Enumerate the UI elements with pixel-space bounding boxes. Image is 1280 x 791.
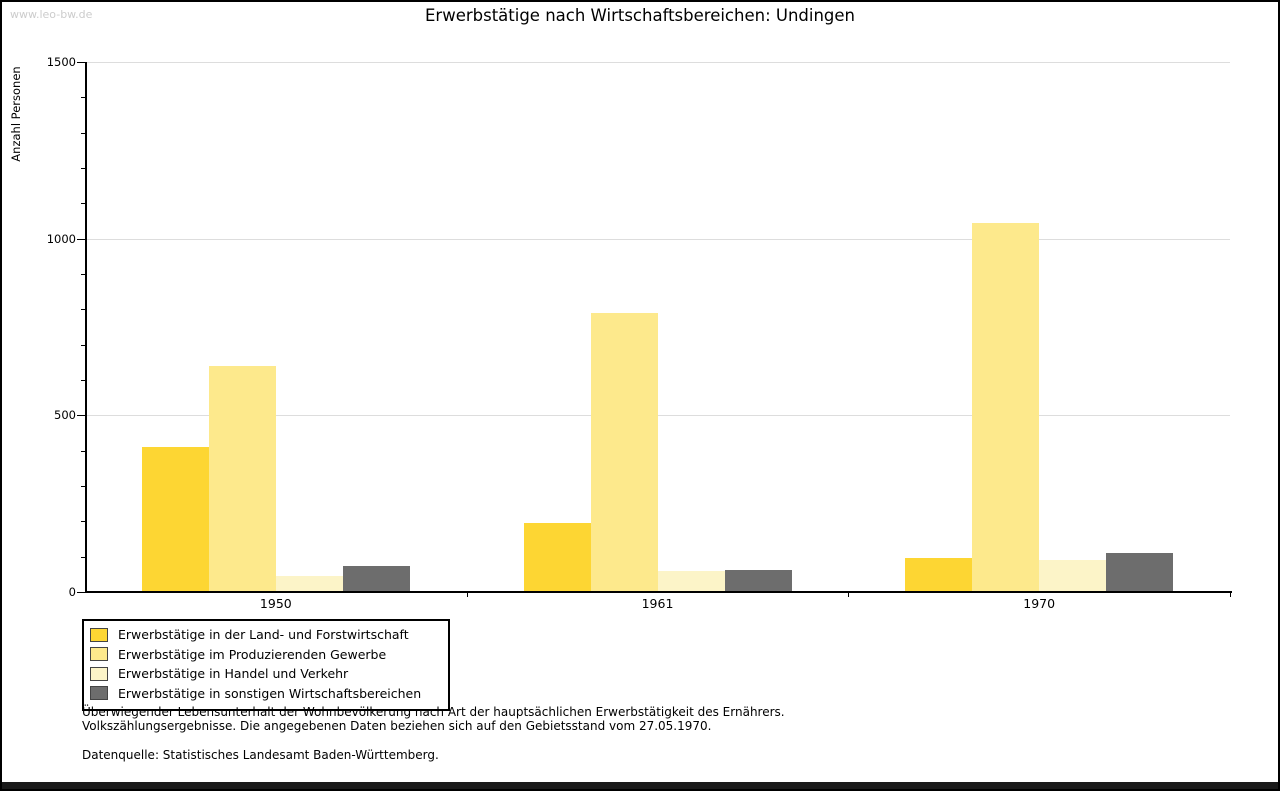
footnote-text: Überwiegender Lebensunterhalt der Wohnbe… bbox=[82, 705, 785, 733]
legend-item-3: Erwerbstätige in Handel und Verkehr bbox=[90, 664, 440, 684]
y-tick-mark-600 bbox=[81, 380, 85, 381]
bar-1950-series3 bbox=[275, 576, 343, 592]
y-tick-mark-100 bbox=[81, 556, 85, 558]
legend-label: Erwerbstätige in der Land- und Forstwirt… bbox=[118, 627, 409, 643]
y-tick-mark-400 bbox=[81, 450, 85, 452]
x-tick-label-1961: 1961 bbox=[641, 596, 674, 611]
y-tick-label-500: 500 bbox=[54, 408, 76, 423]
y-tick-label-0: 0 bbox=[68, 585, 76, 599]
bar-1970-series2 bbox=[972, 222, 1040, 592]
y-tick-mark-200 bbox=[81, 521, 85, 523]
y-tick-mark-1000 bbox=[77, 238, 85, 240]
y-tick-mark-500 bbox=[77, 415, 85, 417]
bar-1970-series1 bbox=[905, 558, 973, 592]
gridline-y1000 bbox=[85, 238, 1230, 240]
y-tick-mark-1200 bbox=[81, 168, 85, 169]
watermark: www.leo-bw.de bbox=[10, 8, 93, 21]
x-tick-mark bbox=[1230, 592, 1231, 597]
bar-1970-series4 bbox=[1106, 553, 1174, 592]
footnote-line-1: Überwiegender Lebensunterhalt der Wohnbe… bbox=[82, 705, 785, 719]
bar-1970-series3 bbox=[1039, 560, 1107, 592]
y-tick-mark-900 bbox=[81, 274, 85, 275]
y-axis-line bbox=[85, 62, 87, 592]
x-tick-mark bbox=[466, 592, 468, 597]
legend-label: Erwerbstätige im Produzierenden Gewerbe bbox=[118, 646, 387, 662]
legend-label: Erwerbstätige in sonstigen Wirtschaftsbe… bbox=[118, 685, 422, 701]
bar-1950-series4 bbox=[342, 565, 410, 592]
bar-1950-series2 bbox=[208, 365, 276, 592]
y-tick-mark-1300 bbox=[81, 132, 85, 134]
y-tick-label-1000: 1000 bbox=[46, 231, 76, 246]
datasource-text: Datenquelle: Statistisches Landesamt Bad… bbox=[82, 748, 439, 762]
legend-item-2: Erwerbstätige im Produzierenden Gewerbe bbox=[90, 645, 440, 665]
y-tick-mark-0 bbox=[77, 592, 85, 593]
legend-swatch-icon bbox=[90, 666, 108, 681]
x-tick-mark bbox=[848, 592, 850, 597]
bar-1961-series1 bbox=[523, 523, 591, 592]
gridline-y1500 bbox=[85, 62, 1230, 63]
gridline-y500 bbox=[85, 415, 1230, 417]
legend: Erwerbstätige in der Land- und Forstwirt… bbox=[82, 619, 450, 711]
bar-1950-series1 bbox=[141, 447, 209, 592]
y-tick-label-1500: 1500 bbox=[46, 55, 76, 69]
y-tick-mark-1400 bbox=[81, 97, 85, 99]
bar-1961-series2 bbox=[590, 312, 658, 592]
bottom-bar bbox=[2, 782, 1278, 789]
y-tick-mark-700 bbox=[81, 344, 85, 346]
legend-swatch-icon bbox=[90, 627, 108, 642]
x-tick-label-1970: 1970 bbox=[1023, 596, 1056, 611]
y-tick-mark-1500 bbox=[77, 62, 85, 63]
x-tick-label-1950: 1950 bbox=[259, 596, 292, 611]
footnote-line-2: Volkszählungsergebnisse. Die angegebenen… bbox=[82, 718, 712, 733]
bar-1961-series4 bbox=[724, 570, 792, 592]
legend-swatch-icon bbox=[90, 647, 108, 662]
legend-label: Erwerbstätige in Handel und Verkehr bbox=[118, 666, 349, 682]
y-tick-mark-1100 bbox=[81, 203, 85, 205]
legend-swatch-icon bbox=[90, 686, 108, 701]
bar-1961-series3 bbox=[657, 570, 725, 592]
page-title: Erwerbstätige nach Wirtschaftsbereichen:… bbox=[424, 6, 856, 25]
legend-item-4: Erwerbstätige in sonstigen Wirtschaftsbe… bbox=[90, 684, 440, 704]
y-tick-mark-300 bbox=[81, 486, 85, 487]
x-axis-line bbox=[85, 591, 1232, 593]
y-tick-mark-800 bbox=[81, 309, 85, 311]
legend-item-1: Erwerbstätige in der Land- und Forstwirt… bbox=[90, 625, 440, 645]
